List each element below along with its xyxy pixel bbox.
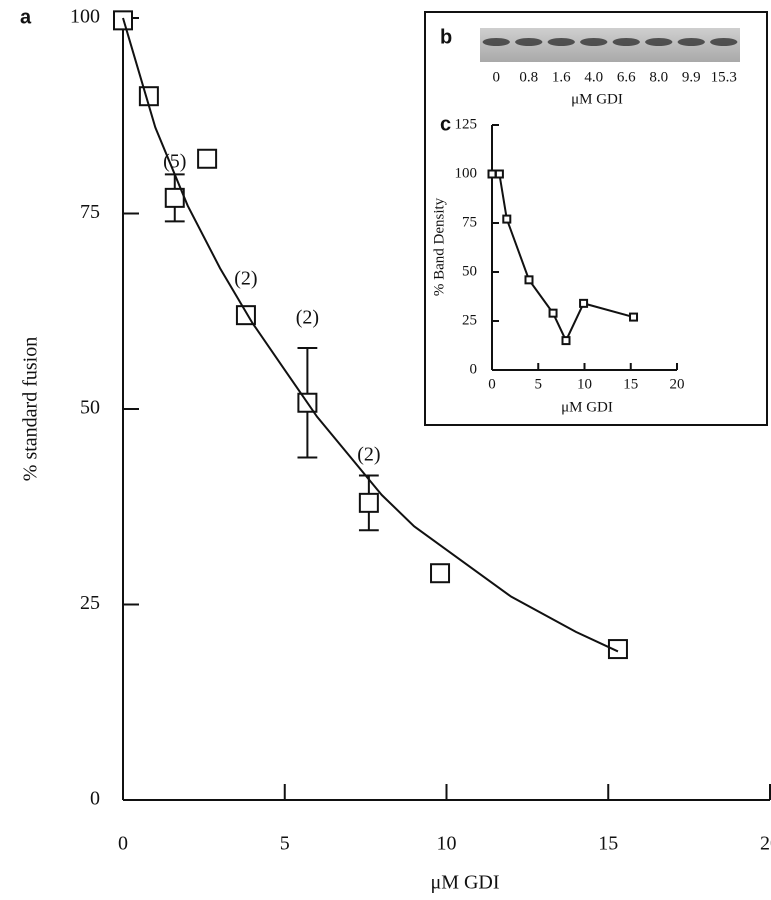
x-tick-label: 0	[118, 833, 128, 855]
line	[122, 17, 619, 653]
x-tick-label: 20	[670, 376, 685, 392]
x-tick-label: 5	[535, 376, 543, 392]
point	[548, 308, 558, 318]
x-tick-label: 4.0	[584, 69, 603, 85]
x-tick-label: 15.3	[711, 69, 737, 85]
x-tick-label: 15	[623, 376, 638, 392]
line	[492, 173, 634, 343]
x-tick-label: 8.0	[649, 69, 668, 85]
y-tick-label: 100	[455, 165, 478, 181]
x-tick-label: 0	[488, 376, 496, 392]
point	[524, 275, 534, 285]
point	[629, 312, 639, 322]
gel-band	[677, 38, 705, 46]
point	[502, 214, 512, 224]
gel-band	[547, 38, 575, 46]
panel-label: b	[440, 26, 452, 48]
gel-band	[612, 38, 640, 46]
x-axis-label: μM GDI	[430, 872, 499, 894]
point	[197, 148, 218, 169]
point	[358, 492, 379, 513]
x-tick-label: 10	[437, 833, 457, 855]
panel-label: c	[440, 113, 451, 135]
gel-band	[482, 38, 510, 46]
point	[579, 298, 589, 308]
y-tick-label: 50	[80, 397, 100, 419]
annotation: (2)	[296, 307, 319, 329]
gel-band	[515, 38, 543, 46]
y-tick-label: 25	[80, 592, 100, 614]
y-tick-label: 125	[455, 116, 478, 132]
annotation: (2)	[234, 268, 257, 290]
panel-label: a	[20, 6, 32, 28]
x-axis-label: μM GDI	[561, 399, 613, 415]
gel-band	[580, 38, 608, 46]
y-axis-label: % standard fusion	[20, 337, 42, 481]
gel-band	[710, 38, 738, 46]
annotation: (2)	[357, 444, 380, 466]
x-tick-label: 15	[598, 833, 618, 855]
point	[494, 169, 504, 179]
y-tick-label: 100	[70, 6, 100, 28]
x-tick-label: 6.6	[617, 69, 636, 85]
y-tick-label: 0	[470, 361, 478, 377]
gel-band	[645, 38, 673, 46]
x-tick-label: 5	[280, 833, 290, 855]
y-axis-label: % Band Density	[431, 197, 447, 296]
gel-image	[480, 28, 740, 62]
x-tick-label: 20	[760, 833, 771, 855]
y-tick-label: 75	[462, 214, 477, 230]
point	[430, 563, 451, 584]
x-tick-label: 10	[577, 376, 592, 392]
x-tick-label: 9.9	[682, 69, 701, 85]
x-tick-label: 0	[493, 69, 501, 85]
point	[607, 639, 628, 660]
inset-frame	[424, 11, 768, 426]
y-tick-label: 50	[462, 263, 477, 279]
y-tick-label: 75	[80, 201, 100, 223]
x-tick-label: 1.6	[552, 69, 571, 85]
y-tick-label: 0	[90, 788, 100, 810]
annotation: (5)	[163, 150, 186, 172]
x-tick-label: 0.8	[519, 69, 538, 85]
point	[487, 169, 497, 179]
y-tick-label: 25	[462, 312, 477, 328]
x-axis-label: μM GDI	[571, 91, 623, 107]
point	[561, 336, 571, 346]
